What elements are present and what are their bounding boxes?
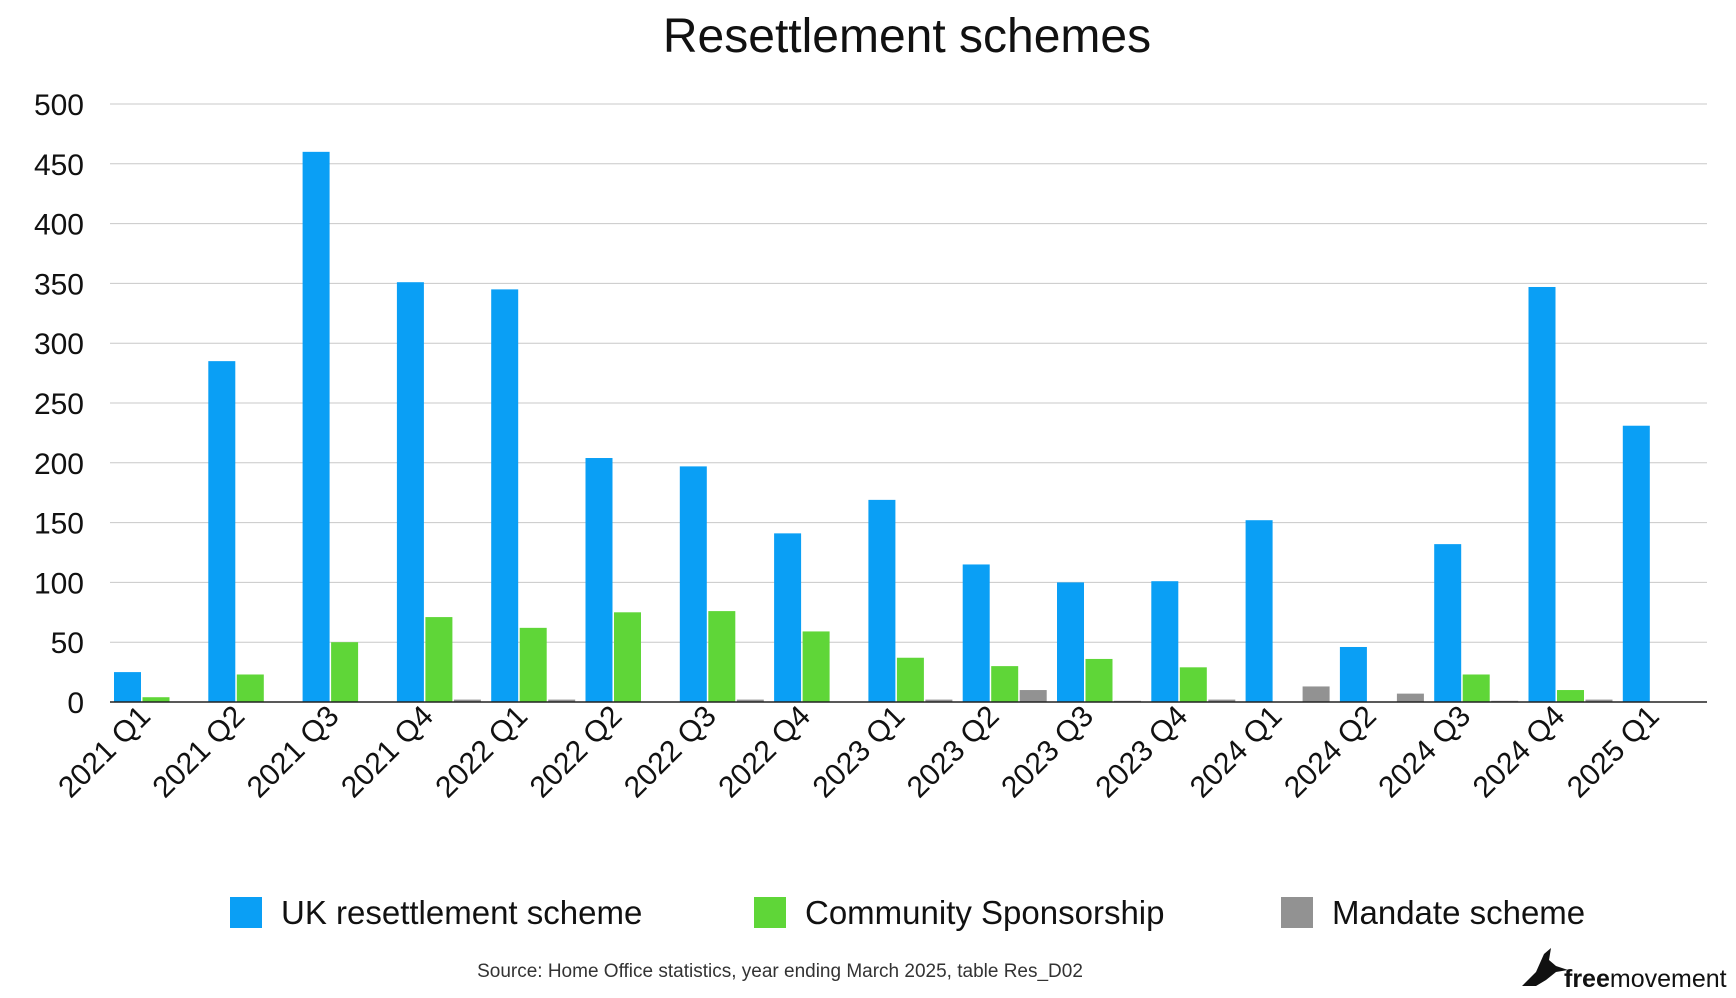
x-tick-label: 2022 Q2: [524, 700, 629, 805]
bar-community-sponsorship-2024-q3: [1462, 674, 1490, 702]
x-tick-label: 2023 Q3: [995, 700, 1100, 805]
y-tick-label: 250: [34, 388, 84, 421]
x-tick-label: 2025 Q1: [1561, 700, 1666, 805]
bar-mandate-scheme-2021-q4: [453, 699, 481, 702]
bar-uk-resettlement-scheme-2021-q2: [208, 361, 236, 702]
bar-uk-resettlement-scheme-2024-q2: [1339, 646, 1367, 702]
y-tick-label: 50: [51, 627, 84, 660]
bar-community-sponsorship-2023-q3: [1085, 658, 1113, 702]
svg-text:freemovement: freemovement: [1564, 965, 1727, 993]
bar-mandate-scheme-2023-q2: [1019, 690, 1047, 702]
bar-mandate-scheme-2024-q4: [1585, 699, 1613, 702]
bar-mandate-scheme-2024-q1: [1302, 686, 1330, 702]
bar-uk-resettlement-scheme-2022-q4: [774, 533, 802, 702]
x-tick-label: 2024 Q4: [1467, 700, 1572, 805]
y-tick-label: 0: [67, 687, 84, 720]
bar-uk-resettlement-scheme-2024-q3: [1434, 544, 1462, 702]
bar-uk-resettlement-scheme-2022-q3: [679, 466, 707, 702]
bar-uk-resettlement-scheme-2023-q1: [868, 499, 896, 702]
bar-uk-resettlement-scheme-2021-q3: [302, 151, 330, 703]
x-tick-label: 2021 Q3: [241, 700, 346, 805]
x-tick-label: 2022 Q3: [618, 700, 723, 805]
bar-uk-resettlement-scheme-2023-q3: [1057, 582, 1084, 702]
y-tick-label: 200: [34, 448, 84, 481]
brand-movement-text: movement: [1610, 965, 1727, 993]
x-tick-label: 2022 Q1: [429, 700, 534, 805]
x-tick-label: 2023 Q2: [901, 700, 1006, 805]
bar-community-sponsorship-2022-q2: [614, 612, 641, 702]
y-tick-label: 100: [34, 567, 84, 600]
bar-community-sponsorship-2023-q4: [1179, 667, 1207, 702]
bar-community-sponsorship-2021-q4: [425, 617, 453, 702]
y-tick-label: 500: [34, 89, 84, 122]
x-tick-label: 2024 Q2: [1278, 700, 1383, 805]
x-tick-label: 2021 Q2: [147, 700, 252, 805]
bar-uk-resettlement-scheme-2021-q4: [396, 282, 424, 702]
y-tick-label: 150: [34, 508, 84, 541]
source-note: Source: Home Office statistics, year end…: [477, 961, 1083, 982]
legend-label: Community Sponsorship: [805, 894, 1165, 931]
x-tick-label: 2021 Q4: [335, 700, 440, 805]
bar-mandate-scheme-2023-q4: [1208, 699, 1236, 702]
bar-community-sponsorship-2021-q2: [236, 674, 264, 702]
legend: UK resettlement scheme Community Sponsors…: [230, 894, 1585, 931]
bar-mandate-scheme-2024-q2: [1396, 693, 1424, 702]
y-tick-label: 350: [34, 268, 84, 301]
y-tick-label: 300: [34, 328, 84, 361]
bar-uk-resettlement-scheme-2021-q1: [114, 672, 141, 702]
bar-uk-resettlement-scheme-2025-q1: [1622, 425, 1650, 702]
legend-label: Mandate scheme: [1332, 894, 1585, 931]
bar-mandate-scheme-2023-q1: [925, 699, 953, 702]
bar-community-sponsorship-2023-q1: [896, 657, 924, 702]
legend-swatch: [754, 897, 786, 928]
chart-title: Resettlement schemes: [663, 10, 1151, 63]
y-axis-ticks: 0 50 100 150 200 250 300 350 400 450 500: [34, 89, 84, 720]
bar-uk-resettlement-scheme-2022-q1: [491, 289, 519, 702]
x-tick-label: 2024 Q1: [1184, 700, 1289, 805]
grid-lines: [110, 103, 1707, 643]
x-tick-label: 2024 Q3: [1372, 700, 1477, 805]
bird-icon: [1522, 948, 1568, 986]
bar-uk-resettlement-scheme-2024-q1: [1245, 520, 1273, 702]
bar-uk-resettlement-scheme-2022-q2: [585, 458, 613, 702]
y-tick-label: 450: [34, 149, 84, 182]
x-tick-label: 2022 Q4: [712, 700, 817, 805]
x-tick-label: 2023 Q4: [1090, 700, 1195, 805]
legend-swatch: [230, 897, 262, 928]
bar-uk-resettlement-scheme-2023-q2: [962, 564, 990, 702]
y-tick-label: 400: [34, 209, 84, 242]
bar-community-sponsorship-2022-q1: [519, 627, 547, 702]
bar-mandate-scheme-2022-q1: [548, 699, 576, 702]
bar-community-sponsorship-2021-q1: [142, 697, 170, 702]
bar-community-sponsorship-2023-q2: [991, 666, 1019, 702]
bar-community-sponsorship-2022-q4: [802, 631, 830, 702]
bar-community-sponsorship-2021-q3: [331, 642, 359, 702]
freemovement-logo: freemovement: [1522, 948, 1727, 993]
legend-label: UK resettlement scheme: [281, 894, 642, 931]
bar-community-sponsorship-2022-q3: [708, 611, 736, 702]
x-tick-label: 2023 Q1: [807, 700, 912, 805]
bars: [114, 151, 1650, 703]
bar-uk-resettlement-scheme-2023-q4: [1151, 581, 1179, 702]
brand-free-text: free: [1564, 965, 1610, 993]
bar-community-sponsorship-2024-q4: [1557, 690, 1584, 702]
bar-mandate-scheme-2022-q3: [736, 699, 764, 702]
legend-swatch: [1281, 897, 1313, 928]
bar-uk-resettlement-scheme-2024-q4: [1528, 286, 1556, 702]
